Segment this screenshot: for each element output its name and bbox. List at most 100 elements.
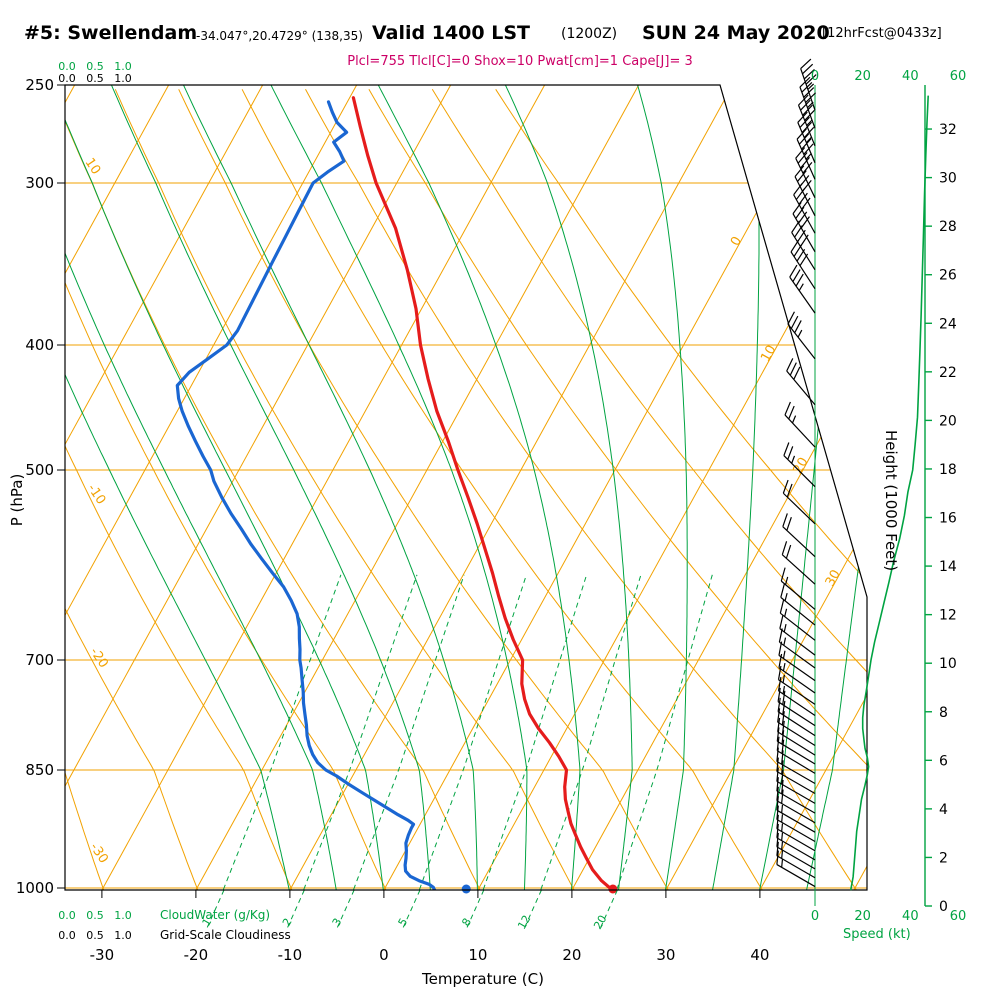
- speed-tick-top: 0: [811, 69, 819, 84]
- mixing-ratio-label: 12: [515, 913, 533, 932]
- temperature-tick-label: -30: [90, 946, 115, 964]
- height-tick-label: 32: [939, 122, 957, 138]
- pressure-tick-label: 700: [25, 651, 54, 669]
- speed-tick-top: 60: [950, 69, 967, 84]
- cloudwater-scale-top: 0.0: [58, 60, 76, 73]
- mixing-ratio-lines: [222, 574, 713, 890]
- wind-barb: [784, 401, 816, 448]
- wind-barb: [776, 805, 816, 843]
- wind-barb: [776, 767, 816, 804]
- cloudwater-scale-bottom: 0.5: [86, 909, 104, 922]
- pressure-tick-label: 400: [25, 336, 54, 354]
- cloudiness-scale-top: 0.0: [58, 72, 76, 85]
- isotherm-label: 30: [823, 567, 844, 589]
- wind-barb: [779, 599, 816, 641]
- wind-barb: [776, 814, 816, 852]
- wind-barb: [786, 358, 816, 406]
- wind-barb: [797, 111, 816, 164]
- pressure-gridlines: [65, 85, 867, 889]
- wind-barb: [796, 128, 816, 180]
- wind-barb: [776, 823, 816, 861]
- temperature-axis-title: Temperature (C): [421, 970, 544, 988]
- wind-barb: [776, 747, 816, 785]
- dry-adiabat-label: 10: [82, 155, 104, 177]
- height-tick-label: 22: [939, 365, 957, 381]
- wind-barb: [782, 479, 816, 525]
- height-tick-label: 14: [939, 559, 957, 575]
- wind-barb: [781, 541, 816, 585]
- temperature-tick-label: 40: [750, 946, 769, 964]
- temperature-tick-label: 0: [379, 946, 389, 964]
- valid-date: SUN 24 May 2020: [642, 22, 830, 44]
- wind-barb: [779, 614, 816, 656]
- wind-barb: [797, 94, 816, 147]
- plot-border: [64, 84, 868, 891]
- pressure-axis-title: P (hPa): [8, 474, 26, 527]
- height-tick-label: 26: [939, 268, 957, 284]
- height-axis-title: Height (1000 Feet): [882, 430, 900, 571]
- mixing-ratio-label: 2: [280, 916, 295, 929]
- cloudiness-label: Grid-Scale Cloudiness: [160, 928, 291, 942]
- wind-barb: [783, 442, 816, 488]
- temperature-tick-label: 10: [468, 946, 487, 964]
- wind-barb: [777, 665, 816, 705]
- wind-barb: [776, 757, 816, 795]
- cloudiness-scale-bottom: 1.0: [114, 929, 132, 942]
- height-tick-label: 24: [939, 316, 957, 332]
- station-coords: -34.047°,20.4729° (138,35): [196, 29, 363, 43]
- pressure-tick-label: 1000: [16, 879, 54, 897]
- cloudwater-scale-top: 1.0: [114, 60, 132, 73]
- valid-zulu: (1200Z): [561, 26, 618, 42]
- height-tick-label: 30: [939, 171, 957, 187]
- wind-barb: [780, 567, 816, 610]
- speed-tick-bottom: 60: [950, 909, 967, 924]
- wind-barb: [780, 583, 816, 626]
- cloudiness-scale-top: 1.0: [114, 72, 132, 85]
- plot-area: [65, 85, 867, 890]
- dry-adiabat-label: -10: [84, 482, 108, 508]
- wind-barbs: [776, 58, 817, 906]
- isotherm-labels: 0 10 20 30: [728, 234, 844, 589]
- dewpoint-curve: [175, 100, 437, 890]
- height-tick-label: 20: [939, 413, 957, 429]
- speed-tick-bottom: 20: [854, 909, 871, 924]
- wind-barb: [777, 697, 816, 737]
- wind-barb: [776, 841, 816, 879]
- dry-adiabats: [65, 89, 867, 890]
- pressure-axis: 250 300 400 500 700 850 1000 P (hPa): [8, 76, 65, 897]
- surface-temperature-dot: [608, 884, 618, 894]
- height-tick-label: 6: [939, 753, 948, 769]
- height-tick-label: 12: [939, 608, 957, 624]
- pressure-tick-label: 500: [25, 461, 54, 479]
- sounding-curves: [175, 96, 614, 890]
- wind-barb: [782, 513, 816, 558]
- wind-barb: [776, 777, 816, 814]
- wind-barb: [777, 717, 816, 756]
- cloudwater-label: CloudWater (g/Kg): [160, 908, 270, 922]
- temperature-tick-label: 30: [656, 946, 675, 964]
- height-tick-label: 18: [939, 462, 957, 478]
- temperature-tick-label: 20: [562, 946, 581, 964]
- mixing-ratio-label: 3: [330, 916, 345, 929]
- wind-barb: [787, 311, 816, 360]
- height-tick-label: 0: [939, 899, 948, 915]
- speed-axis-title: Speed (kt): [843, 927, 911, 942]
- forecast-tag: [12hrFcst@0433z]: [822, 26, 942, 41]
- wind-barb: [778, 628, 816, 669]
- surface-dewpoint-dot: [461, 884, 471, 894]
- wind-barb: [778, 653, 816, 694]
- cloudwater-scale-bottom: 0.0: [58, 909, 76, 922]
- height-tick-label: 4: [939, 802, 948, 818]
- isotherm-label: 20: [791, 455, 812, 477]
- height-tick-label: 8: [939, 705, 948, 721]
- wind-barb: [776, 850, 816, 888]
- speed-tick-bottom: 0: [811, 909, 819, 924]
- isotherms: [65, 85, 867, 890]
- isotherm-label: 0: [728, 234, 745, 249]
- cloudiness-scale-bottom: 0.5: [86, 929, 104, 942]
- height-tick-label: 16: [939, 511, 957, 527]
- speed-tick-bottom: 40: [902, 909, 919, 924]
- valid-time: Valid 1400 LST: [372, 22, 530, 44]
